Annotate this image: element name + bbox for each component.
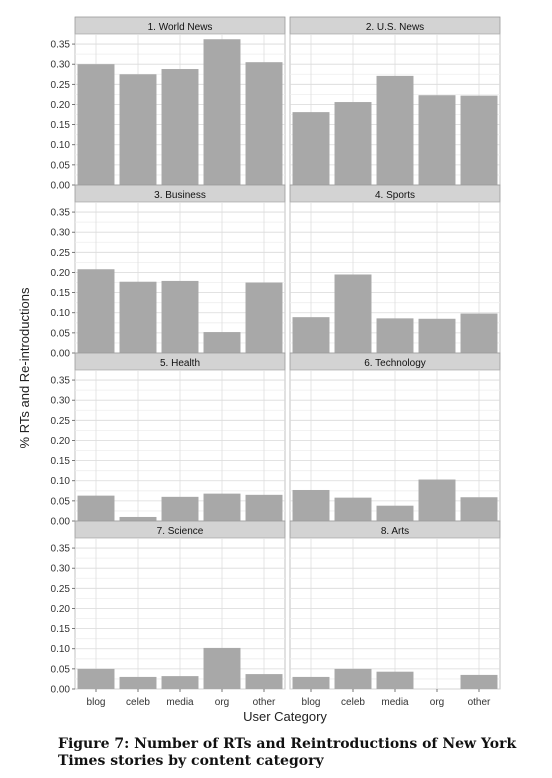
bar <box>203 647 241 689</box>
bar <box>161 280 199 353</box>
y-tick-label: 0.25 <box>51 416 71 427</box>
panel-title: 5. Health <box>160 358 200 369</box>
x-tick-label: celeb <box>341 697 365 708</box>
panel-title: 7. Science <box>157 526 204 537</box>
y-tick-label: 0.35 <box>51 376 71 387</box>
bar <box>334 274 372 353</box>
y-tick-label: 0.15 <box>51 456 71 467</box>
bar <box>245 494 283 521</box>
bar <box>460 95 498 185</box>
bar <box>334 497 372 521</box>
y-tick-label: 0.10 <box>51 140 71 151</box>
bar <box>161 676 199 689</box>
bar <box>203 493 241 521</box>
panel-title: 8. Arts <box>381 526 409 537</box>
y-tick-label: 0.05 <box>51 160 71 171</box>
y-tick-label: 0.05 <box>51 664 71 675</box>
y-tick-label: 0.15 <box>51 120 71 131</box>
y-tick-label: 0.15 <box>51 624 71 635</box>
y-tick-label: 0.05 <box>51 496 71 507</box>
bar <box>77 269 115 353</box>
bar <box>460 497 498 521</box>
y-tick-label: 0.05 <box>51 328 71 339</box>
y-tick-label: 0.35 <box>51 40 71 51</box>
bar <box>161 69 199 185</box>
faceted-bar-chart: % RTs and Re-introductions User Category… <box>17 16 501 724</box>
bar <box>334 102 372 185</box>
bar <box>77 495 115 521</box>
y-tick-label: 0.30 <box>51 564 71 575</box>
y-tick-label: 0.30 <box>51 396 71 407</box>
bar <box>334 668 372 689</box>
y-tick-label: 0.25 <box>51 248 71 259</box>
x-tick-label: blog <box>87 697 106 708</box>
bar <box>376 671 414 689</box>
panel-title: 3. Business <box>154 190 206 201</box>
bar <box>292 112 330 185</box>
panels-group: 1. World News 0.00 0.05 0.10 0.15 0.20 0.25 0.3… <box>51 16 501 708</box>
bar <box>119 676 157 689</box>
y-tick-label: 0.20 <box>51 100 71 111</box>
bar <box>376 318 414 353</box>
bar <box>119 281 157 353</box>
bar <box>292 676 330 689</box>
y-tick-label: 0.25 <box>51 584 71 595</box>
y-tick-label: 0.30 <box>51 228 71 239</box>
x-tick-label: org <box>430 697 444 708</box>
bar <box>376 505 414 521</box>
bar <box>77 668 115 689</box>
x-tick-label: blog <box>302 697 321 708</box>
y-tick-label: 0.00 <box>51 517 71 528</box>
y-tick-label: 0.00 <box>51 349 71 360</box>
y-tick-label: 0.00 <box>51 685 71 696</box>
panel-title: 4. Sports <box>375 190 415 201</box>
x-tick-label: org <box>215 697 229 708</box>
bar <box>203 332 241 353</box>
panel-title: 1. World News <box>148 22 213 33</box>
y-tick-label: 0.10 <box>51 644 71 655</box>
bar <box>418 95 456 185</box>
y-tick-label: 0.15 <box>51 288 71 299</box>
x-tick-label: media <box>381 697 409 708</box>
panel-title: 2. U.S. News <box>366 22 424 33</box>
y-tick-label: 0.25 <box>51 80 71 91</box>
bar <box>245 674 283 689</box>
figure-caption: Figure 7: Number of RTs and Reintroducti… <box>58 736 517 769</box>
bar <box>245 62 283 185</box>
bar <box>460 313 498 353</box>
x-tick-label: media <box>166 697 194 708</box>
x-axis-label: User Category <box>243 709 327 724</box>
panel-title: 6. Technology <box>364 358 426 369</box>
y-tick-label: 0.20 <box>51 268 71 279</box>
bar <box>77 64 115 185</box>
bar <box>460 674 498 689</box>
y-tick-label: 0.35 <box>51 544 71 555</box>
x-tick-label: other <box>468 697 491 708</box>
bar <box>161 496 199 521</box>
bar <box>292 317 330 353</box>
y-tick-label: 0.00 <box>51 181 71 192</box>
bar <box>245 282 283 353</box>
bar <box>292 489 330 521</box>
y-axis-label: % RTs and Re-introductions <box>17 287 32 448</box>
y-tick-label: 0.10 <box>51 308 71 319</box>
y-tick-label: 0.20 <box>51 436 71 447</box>
bar <box>119 516 157 521</box>
bar <box>203 39 241 185</box>
y-tick-label: 0.20 <box>51 604 71 615</box>
x-tick-label: celeb <box>126 697 150 708</box>
bar <box>418 479 456 521</box>
y-tick-label: 0.30 <box>51 60 71 71</box>
bar <box>418 318 456 353</box>
bar <box>376 75 414 185</box>
x-tick-label: other <box>253 697 276 708</box>
y-tick-label: 0.10 <box>51 476 71 487</box>
bar <box>119 74 157 185</box>
y-tick-label: 0.35 <box>51 208 71 219</box>
